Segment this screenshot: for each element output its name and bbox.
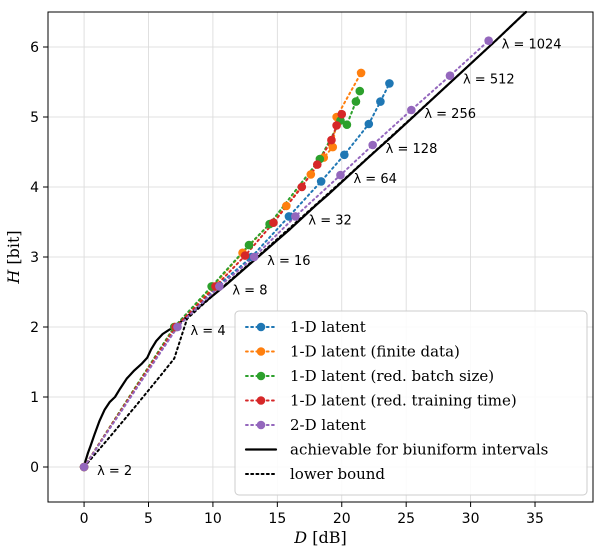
data-point [173,322,182,332]
legend: 1-D latent 1-D latent (finite data) 1-D la… [234,310,588,496]
data-point [356,68,366,78]
lambda-annotation: λ = 256 [424,107,476,122]
data-point [484,36,493,45]
lambda-annotation: λ = 8 [232,283,267,298]
x-tick-label: 10 [204,511,222,527]
lambda-annotation: λ = 16 [267,254,310,269]
ticks: 0 5 10 15 20 25 30 35 0 1 2 3 4 5 6 [30,40,544,527]
data-point [445,71,455,80]
lambda-annotation: λ = 512 [463,73,515,88]
data-point [407,105,416,115]
series-line-2 [83,90,361,468]
data-point [328,142,338,152]
data-point [336,170,345,180]
legend-marker [256,322,266,332]
data-point [376,97,385,106]
x-tick-label: 5 [144,511,153,527]
data-point [284,212,294,221]
data-point [337,109,347,119]
data-point [355,86,365,96]
annotation-layer: λ = 2 λ = 4 λ = 8λ = 16 λ = 32 λ = 64 λ = 128… [97,38,562,479]
legend-entry: 2-D latent [290,416,366,434]
data-point [79,462,89,472]
legend-marker [256,420,266,430]
data-point [291,212,300,221]
data-point [297,182,307,192]
y-tick-label: 4 [30,180,39,196]
legend-marker [256,347,266,356]
data-point [312,160,322,169]
data-point [244,240,254,250]
data-point [240,251,250,260]
y-tick-label: 3 [30,250,39,266]
y-tick-label: 0 [30,460,39,476]
lambda-annotation: λ = 4 [190,324,225,339]
lambda-annotation: λ = 64 [353,172,396,187]
x-axis-label: D [dB] [293,528,346,547]
data-point [342,120,352,129]
y-tick-label: 1 [30,390,39,406]
data-point [249,252,259,262]
lambda-annotation: λ = 32 [308,213,351,228]
lambda-annotation: λ = 128 [386,142,438,157]
grid [48,12,593,502]
y-tick-label: 6 [30,40,39,56]
series-line-5 [82,10,528,469]
lambda-annotation: λ = 1024 [502,38,562,53]
series-line-0 [83,82,391,468]
x-tick-label: 0 [80,511,89,527]
lambda-annotation: λ = 2 [97,464,132,479]
data-point [327,135,336,145]
y-axis-label: H [bit] [4,230,23,284]
data-point [368,140,377,150]
data-point [282,201,291,211]
data-point [332,121,341,130]
data-point [269,218,278,227]
legend-entry: achievable for biuniform intervals [290,441,548,459]
data-point [306,170,316,179]
legend-entry: 1-D latent [290,318,366,336]
x-tick-label: 30 [462,511,480,527]
data-point [364,119,374,129]
data-point [351,97,361,106]
data-point [385,79,394,88]
data-point [215,282,224,291]
y-tick-label: 5 [30,110,39,126]
x-tick-label: 35 [526,511,544,527]
y-tick-label: 2 [30,320,39,336]
data-point [316,177,326,186]
series-line-4 [83,39,490,468]
legend-box [234,310,588,496]
x-tick-label: 15 [268,511,286,527]
legend-entry: 1-D latent (red. batch size) [290,367,494,385]
legend-entry: 1-D latent (red. training time) [290,392,517,410]
series-layer [79,10,528,472]
legend-marker [256,396,266,405]
x-tick-label: 20 [333,511,351,527]
x-tick-label: 25 [397,511,415,527]
data-point [340,150,349,160]
legend-marker [256,371,266,381]
legend-entry: 1-D latent (finite data) [290,343,460,361]
legend-entry: lower bound [290,465,385,483]
